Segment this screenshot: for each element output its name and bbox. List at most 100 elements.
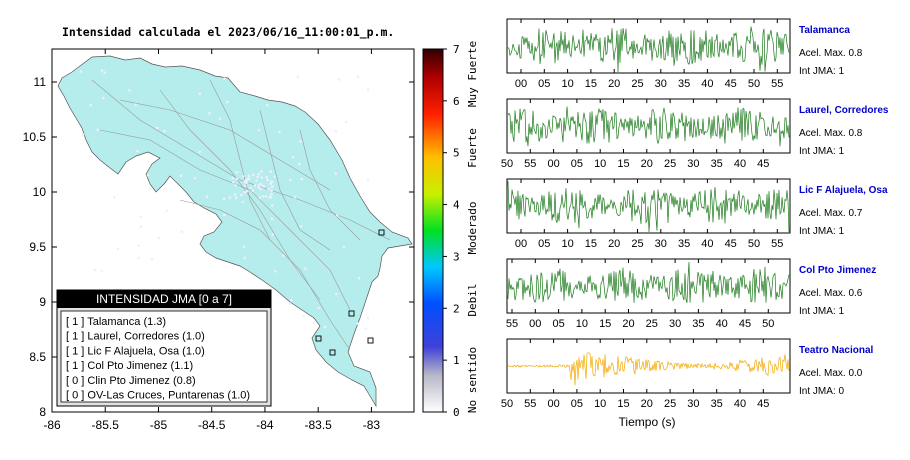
city-dot [267, 187, 271, 191]
legend-item: [ 1 ] Lic F Alajuela, Osa (1.0) [66, 345, 205, 357]
city-dot [232, 180, 235, 184]
city-dot [364, 327, 368, 330]
city-dot [260, 170, 263, 173]
map-y-tick-label: 11 [34, 75, 47, 89]
map-x-tick-label: -85.5 [92, 418, 120, 432]
city-dot [273, 175, 277, 178]
legend-item: [ 1 ] Talamanca (1.3) [66, 316, 166, 328]
colorbar-ticks: 0 1 2 3 4 5 6 7 [443, 43, 460, 419]
panel-tick-label: 30 [669, 318, 681, 330]
panel-tick-label: 10 [561, 78, 573, 90]
city-dot [79, 70, 83, 73]
panel-tick-label: 55 [506, 318, 518, 330]
panel-tick-label: 50 [748, 78, 760, 90]
waveform-line [507, 181, 790, 233]
map-title: Intensidad calculada el 2023/06/16_11:00… [62, 25, 394, 40]
city-dot [228, 196, 232, 199]
city-dot [249, 186, 252, 190]
city-dot [335, 214, 339, 217]
colorbar-label: Fuerte [466, 128, 479, 168]
map-panel: -86 -85.5 -85 -84.5 -84 -83.5 -83 11 10.5 10 9.5 9 8… [23, 48, 415, 432]
panel-tick-label: 40 [701, 78, 713, 90]
city-dot [290, 298, 293, 302]
city-dot [146, 174, 150, 177]
city-dot [128, 89, 131, 92]
city-dot [300, 177, 304, 181]
city-dot [299, 225, 303, 228]
city-dot [89, 104, 92, 107]
int-jma-label: Int JMA: 1 [799, 66, 844, 77]
city-dot [234, 196, 238, 199]
x-axis-label: Tiempo (s) [619, 415, 676, 429]
panel-tick-label: 05 [571, 158, 583, 170]
legend-box: INTENSIDAD JMA [0 a 7] [ 1 ] Talamanca (… [56, 289, 272, 407]
city-dot [268, 195, 272, 199]
city-dot [288, 302, 292, 305]
colorbar [422, 48, 444, 413]
map-x-tick-label: -83 [363, 418, 381, 432]
city-dot [269, 182, 273, 185]
map-x-tick-label: -83.5 [304, 418, 332, 432]
city-dot [270, 192, 273, 196]
city-dot [334, 129, 338, 133]
city-dot [102, 96, 105, 100]
city-dot [334, 172, 338, 175]
city-dot [116, 247, 120, 251]
city-dot [233, 193, 237, 196]
panel-tick-label: 40 [716, 318, 728, 330]
colorbar-tick-label: 7 [453, 43, 460, 56]
city-dot [243, 191, 247, 194]
city-dot [139, 215, 142, 218]
city-dot [266, 178, 270, 182]
panel-tick-label: 30 [687, 158, 699, 170]
city-dot [289, 178, 292, 182]
city-dot [245, 189, 249, 193]
colorbar-tick-label: 1 [453, 354, 460, 367]
city-dot [231, 176, 234, 180]
city-dot [366, 88, 370, 91]
map-y-tick-label: 9 [39, 295, 46, 309]
panel-tick-label: 30 [655, 78, 667, 90]
map-x-tick-label: -85 [150, 418, 168, 432]
city-dot [198, 150, 202, 154]
city-dot [337, 78, 341, 81]
panel-tick-label: 25 [664, 398, 676, 410]
panel-tick-label: 40 [734, 158, 746, 170]
panel-tick-label: 15 [617, 158, 629, 170]
city-dot [179, 174, 183, 178]
panel-tick-label: 45 [757, 398, 769, 410]
city-dot [291, 155, 295, 159]
city-dot [256, 175, 259, 179]
seismogram-panel: 50 55 00 05 10 15 20 25 30 35 40 45 Laurel, Corredor… [501, 98, 889, 170]
city-dot [247, 174, 251, 178]
city-dot [259, 187, 263, 191]
panel-tick-label: 20 [641, 158, 653, 170]
city-dot [270, 189, 273, 192]
panel-tick-label: 50 [748, 238, 760, 250]
city-dot [293, 195, 297, 199]
legend-item: [ 0 ] OV-Las Cruces, Puntarenas (1.0) [66, 390, 250, 402]
city-dot [334, 292, 338, 296]
costa-rica-land [57, 55, 413, 408]
city-dot [155, 126, 159, 130]
seismogram-panel: 50 55 00 05 10 15 20 25 30 35 40 45 Teatro Nacional A… [501, 338, 873, 410]
city-dot [198, 92, 202, 95]
city-dot [193, 177, 197, 180]
city-dot [100, 269, 104, 273]
panel-tick-label: 25 [646, 318, 658, 330]
city-dot [137, 244, 140, 247]
city-dot [251, 173, 255, 177]
city-dot [357, 276, 361, 280]
panel-tick-label: 30 [655, 238, 667, 250]
city-dot [253, 184, 257, 187]
city-dot [81, 133, 85, 136]
panel-tick-label: 15 [585, 78, 597, 90]
colorbar-tick-label: 6 [453, 95, 460, 108]
city-dot [113, 195, 116, 199]
int-jma-label: Int JMA: 1 [799, 226, 844, 237]
city-dot [312, 322, 316, 325]
city-dot [270, 217, 274, 221]
waveform-line [507, 352, 790, 386]
map-y-tick-label: 10.5 [23, 130, 47, 144]
city-dot [270, 180, 273, 183]
